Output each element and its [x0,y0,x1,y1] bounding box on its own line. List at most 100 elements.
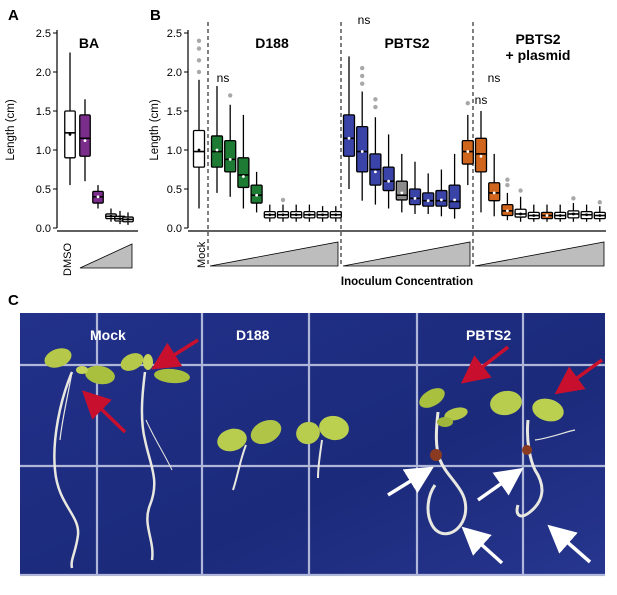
box-outlier-point [571,196,576,201]
panel-b-yaxis: 0.0 0.5 1.0 1.5 2.0 2.5 [167,28,188,235]
ns-label-pbts2: ns [358,13,371,27]
box-outlier-point [196,38,202,43]
box-outlier-point [373,97,378,102]
box-body [395,180,408,201]
wedge-pbts2-plasmid [474,241,605,267]
box-mean-point [68,133,72,136]
box-mean-point [440,198,443,202]
panel-a-yaxis: 0.0 0.5 1.0 1.5 2.0 2.5 [36,28,57,235]
box-outlier-point [465,101,470,106]
group-title-pbts2: PBTS2 [384,35,429,51]
ns-label-plasmid-2: ns [488,71,501,85]
y-tick-label: 0.0 [36,223,51,235]
box-mean-point [558,214,562,217]
box-outlier-point [280,197,286,203]
box-outlier-point [196,58,202,63]
y-tick-label: 1.0 [36,145,51,157]
box-mean-point [374,170,377,174]
box-mean-point [426,199,430,203]
photo-background [20,313,605,576]
white-arrow-1 [387,466,434,497]
y-tick-label: 2.5 [36,28,51,40]
box-mean-point [197,148,201,152]
box-body [356,125,369,173]
photo-seedlings: Mock D188 PBTS2 [20,313,605,577]
panel-b-label: B [150,7,161,24]
box-mean-point [215,148,219,152]
panel-a-boxes [64,52,134,225]
panel-c-label: C [8,292,19,309]
photo-label-pbts2: PBTS2 [466,327,511,343]
box-mean-point [268,213,272,217]
box-outlier-point [360,73,365,79]
y-tick-label: 1.0 [167,145,182,157]
box-mean-point [479,154,483,158]
y-tick-label: 2.0 [167,67,182,79]
box-mean-point [532,214,536,217]
seedling-mock-1 [44,348,115,569]
y-tick-label: 0.5 [167,184,182,196]
white-arrow-4 [547,524,592,564]
box-mean-point [413,196,417,200]
box-mean-point [228,157,232,161]
red-arrow-mock-2 [151,338,199,370]
box-body [237,157,250,189]
box-mean-point [466,150,470,153]
group-title-pbts2-plasmid: PBTS2 [515,31,560,47]
y-tick-label: 2.5 [167,28,182,40]
box-mean-point [360,150,364,153]
box-mean-point [400,191,404,195]
box-mean-point [126,218,130,221]
box-mean-point [598,214,602,217]
photo-label-d188: D188 [236,327,270,343]
box-outlier-point [196,46,202,51]
box-mean-point [321,213,324,217]
box-mean-point [506,209,509,213]
panel-a-label: A [8,7,19,24]
box-mean-point [255,193,258,197]
box-body [342,114,356,157]
group-title-d188: D188 [255,35,289,51]
box-mean-point [109,214,113,218]
box-mean-point [572,212,575,216]
box-body [435,189,448,207]
red-arrow-mock-1 [81,390,127,434]
box-mean-point [453,198,456,202]
box-outlier-point [518,188,523,193]
white-arrow-3 [461,526,504,565]
panel-a-ylabel: Length (cm) [5,99,17,161]
box-mean-point [308,213,311,217]
red-arrow-pbts2-2 [554,358,604,395]
box-mean-point [492,191,496,195]
box-mean-point [387,179,390,183]
box-outlier-point [196,69,202,75]
y-tick-label: 1.5 [167,106,182,118]
box-mean-point [294,213,298,217]
box-mean-point [242,175,245,178]
box-mean-point [519,212,522,216]
panel-b-boxes [192,38,606,222]
y-tick-label: 0.5 [36,184,51,196]
panel-a-xtick-dmso: DMSO [62,243,74,276]
box-outlier-point [505,182,510,188]
box-body [382,166,395,192]
panel-b-xlabel: Inoculum Concentration [341,276,473,288]
box-outlier-point [505,177,510,182]
box-outlier-point [373,104,378,110]
y-tick-label: 1.5 [36,106,51,118]
box-body [408,188,422,206]
red-arrow-pbts2-1 [460,345,510,384]
box-mean-point [585,213,588,217]
y-tick-label: 0.0 [167,223,182,235]
photo-grid [20,313,605,577]
box-mean-point [334,213,338,217]
ns-label-plasmid-1: ns [475,93,488,107]
box-body [224,139,237,173]
box-mean-point [118,217,122,221]
panel-a-concentration-wedge [79,243,133,269]
box-mean-point [96,195,100,199]
photo-label-mock: Mock [90,327,126,343]
box-mean-point [347,136,351,140]
seedling-pbts2-2 [490,390,576,518]
